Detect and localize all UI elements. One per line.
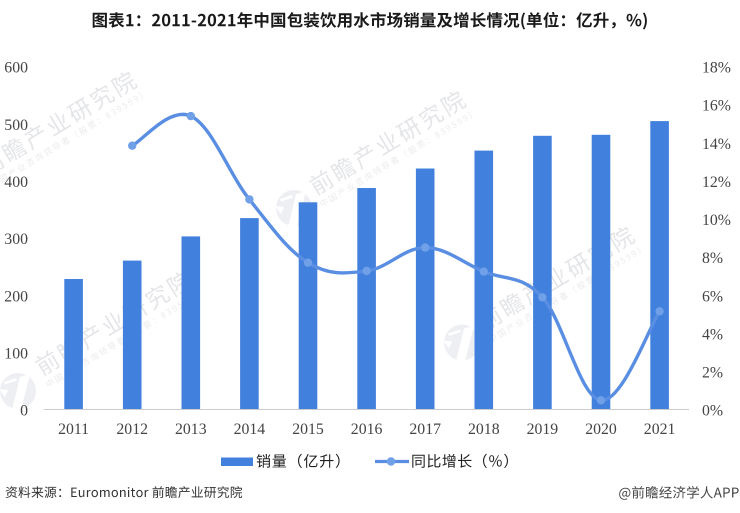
svg-text:2018: 2018 bbox=[468, 421, 500, 438]
svg-text:0: 0 bbox=[20, 403, 28, 420]
svg-text:16%: 16% bbox=[702, 98, 731, 115]
svg-text:300: 300 bbox=[4, 231, 28, 248]
svg-text:2%: 2% bbox=[702, 365, 723, 382]
svg-text:14%: 14% bbox=[702, 136, 731, 153]
svg-text:2019: 2019 bbox=[527, 421, 559, 438]
svg-text:500: 500 bbox=[4, 117, 28, 134]
svg-text:2017: 2017 bbox=[409, 421, 441, 438]
svg-text:10%: 10% bbox=[702, 212, 731, 229]
svg-text:2015: 2015 bbox=[292, 421, 324, 438]
svg-text:2012: 2012 bbox=[116, 421, 148, 438]
svg-text:2020: 2020 bbox=[585, 421, 617, 438]
svg-text:2014: 2014 bbox=[234, 421, 266, 438]
svg-text:200: 200 bbox=[4, 288, 28, 305]
svg-text:100: 100 bbox=[4, 346, 28, 363]
svg-text:2016: 2016 bbox=[351, 421, 383, 438]
svg-text:2011: 2011 bbox=[58, 421, 89, 438]
svg-text:600: 600 bbox=[4, 60, 28, 77]
svg-text:12%: 12% bbox=[702, 174, 731, 191]
svg-text:0%: 0% bbox=[702, 403, 723, 420]
svg-text:8%: 8% bbox=[702, 250, 723, 267]
svg-text:6%: 6% bbox=[702, 288, 723, 305]
svg-text:4%: 4% bbox=[702, 327, 723, 344]
svg-text:2021: 2021 bbox=[644, 421, 676, 438]
svg-text:18%: 18% bbox=[702, 60, 731, 77]
svg-text:2013: 2013 bbox=[175, 421, 207, 438]
svg-text:400: 400 bbox=[4, 174, 28, 191]
